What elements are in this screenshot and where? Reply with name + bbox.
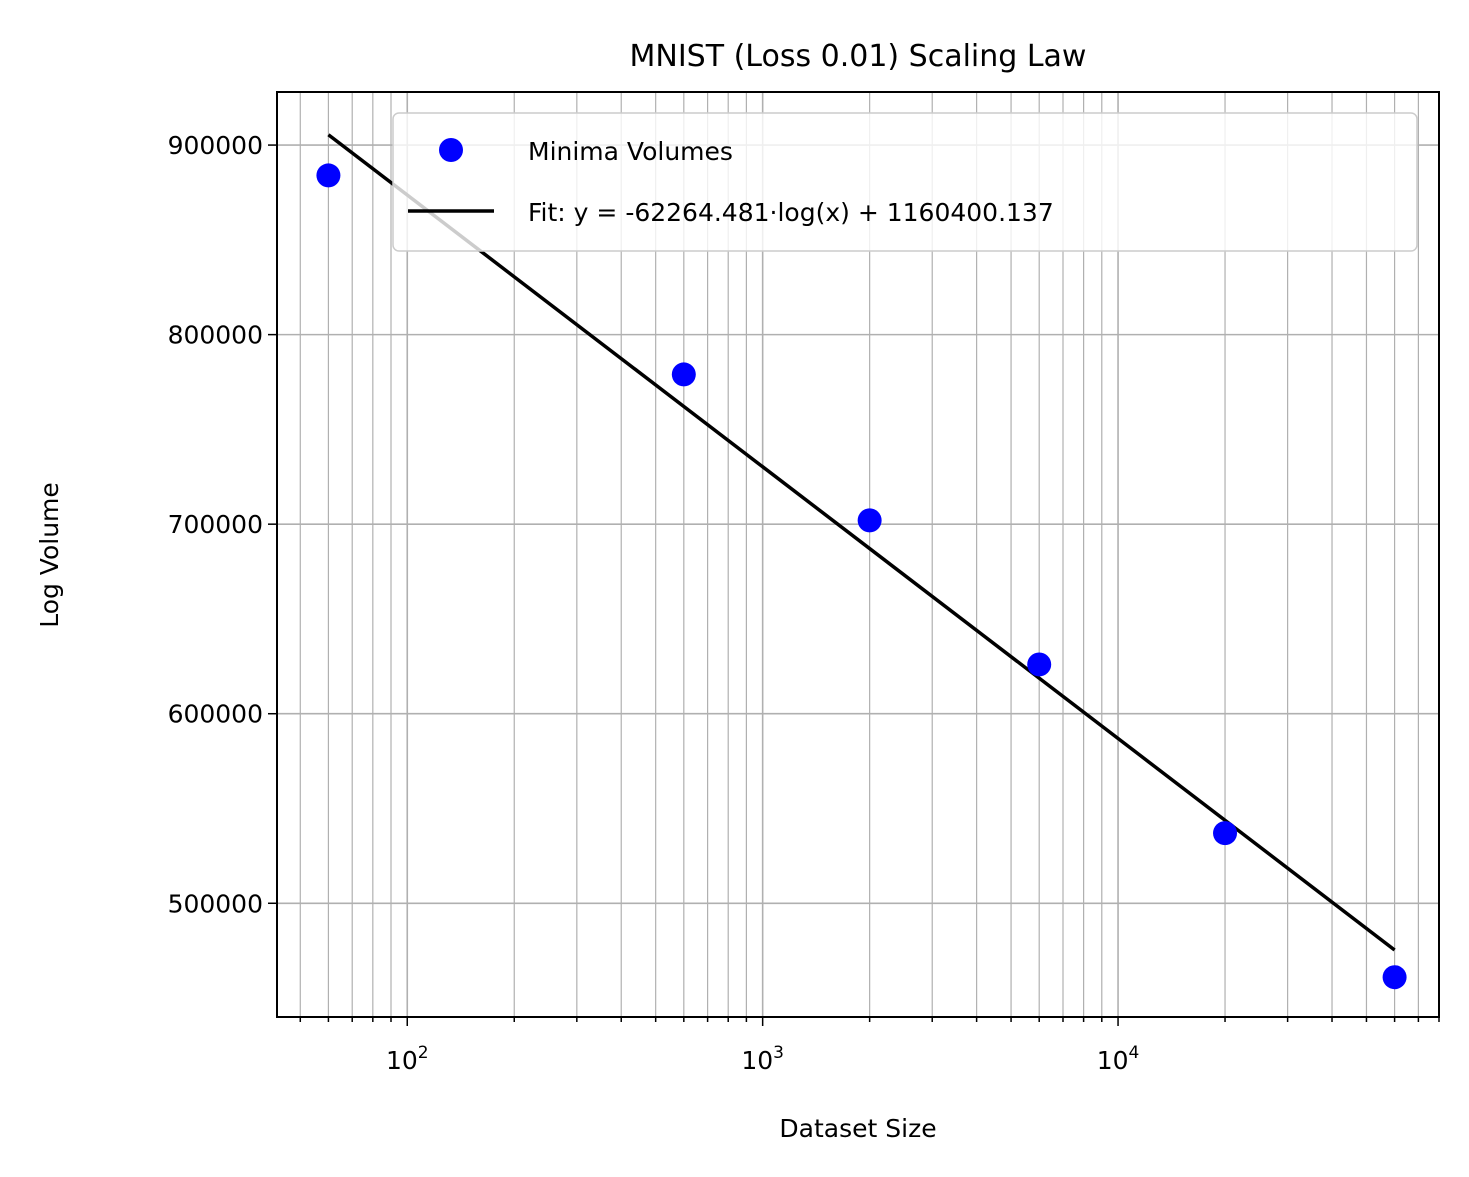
data-point [1213, 821, 1238, 846]
axis-ticks: 500000 600000 700000 800000 900000 102 103 104 [168, 131, 1440, 1075]
data-point [857, 508, 882, 533]
y-tick-label: 700000 [168, 510, 263, 539]
y-axis-label: Log Volume [35, 482, 64, 628]
y-tick-label: 900000 [168, 131, 263, 160]
legend: Minima Volumes Fit: y = -62264.481·log(x… [392, 112, 1418, 252]
legend-box [392, 112, 1418, 252]
x-tick-label: 103 [741, 1043, 784, 1075]
x-tick-label: 104 [1097, 1043, 1140, 1075]
y-tick-label: 500000 [168, 889, 263, 918]
legend-marker-minima [439, 138, 463, 162]
plot-area [316, 133, 1407, 990]
y-tick-label: 600000 [168, 700, 263, 729]
data-point [316, 163, 341, 188]
legend-label-fit: Fit: y = -62264.481·log(x) + 1160400.137 [528, 198, 1054, 227]
data-point [1382, 965, 1407, 990]
plot-frame [276, 91, 1440, 1018]
data-point [1027, 652, 1052, 677]
legend-label-minima: Minima Volumes [528, 137, 733, 166]
chart-title: MNIST (Loss 0.01) Scaling Law [630, 39, 1087, 74]
x-axis-label: Dataset Size [779, 1114, 936, 1143]
x-tick-label: 102 [386, 1043, 429, 1075]
fit-line [327, 133, 1396, 952]
y-tick-label: 800000 [168, 321, 263, 350]
data-point [671, 362, 696, 387]
